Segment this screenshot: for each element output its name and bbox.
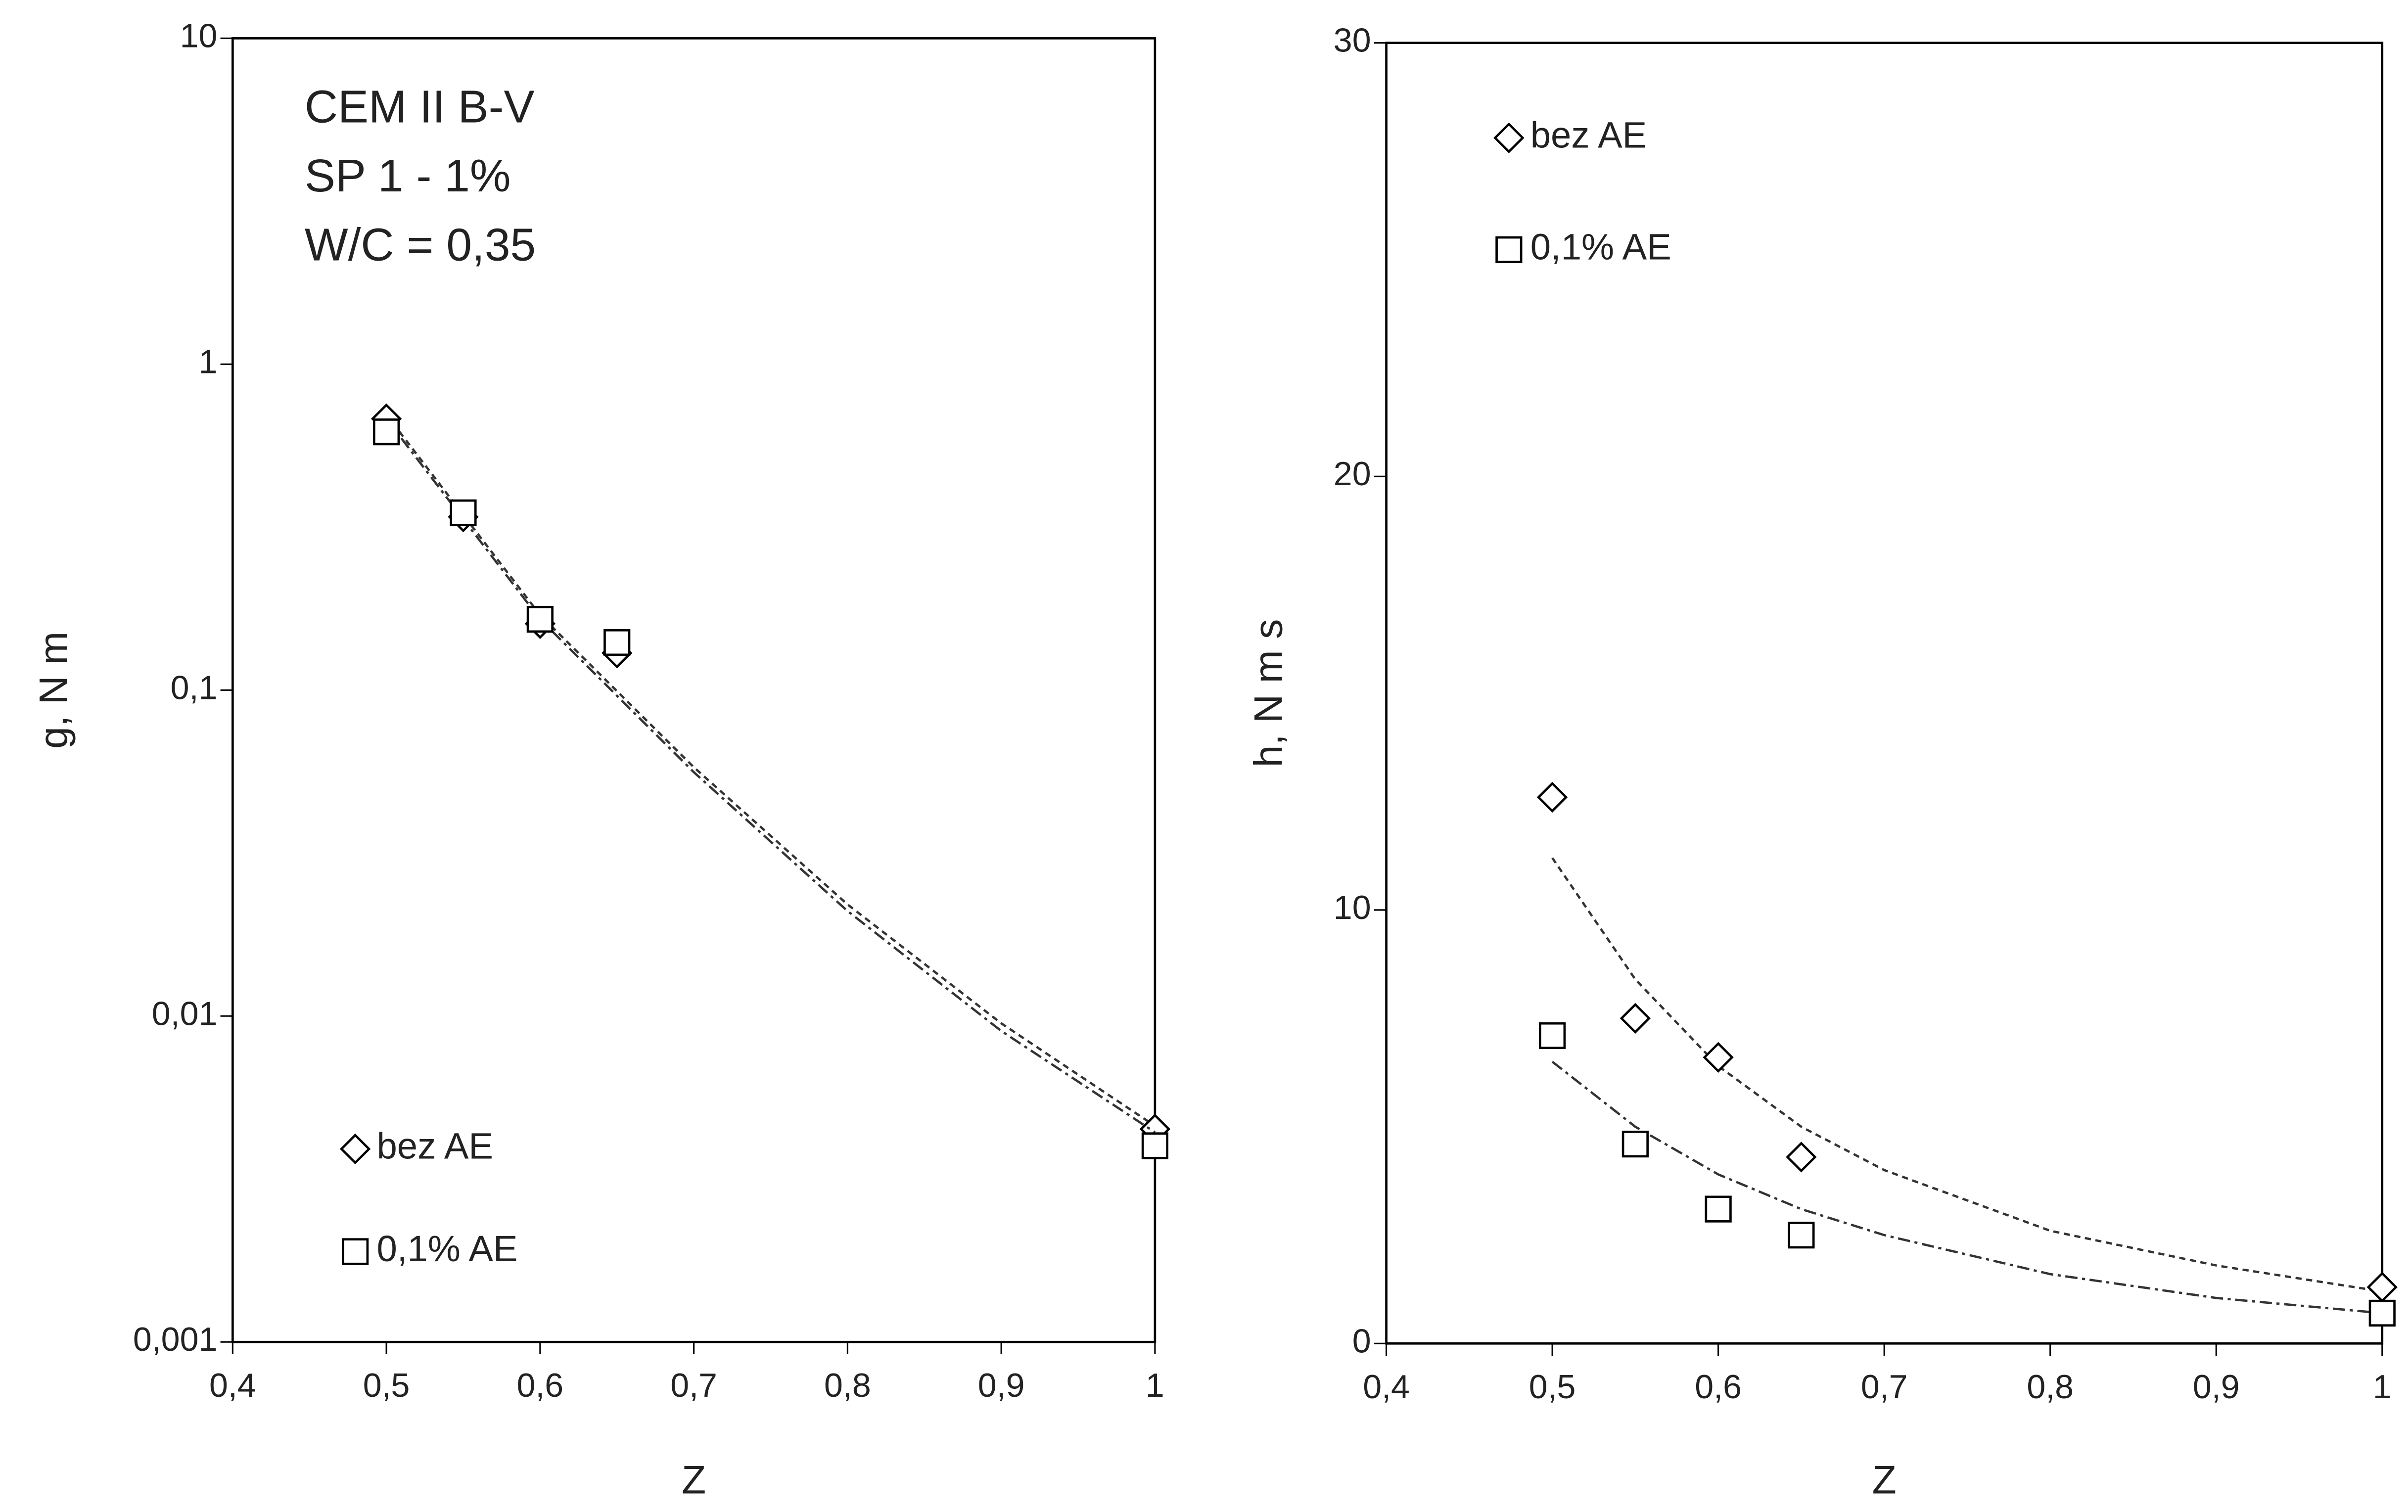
x-tick-label: 0,8 <box>824 1367 871 1404</box>
y-axis-label: g, N m <box>31 632 76 749</box>
x-tick-label: 0,9 <box>978 1367 1025 1404</box>
y-tick-label: 10 <box>1334 889 1371 926</box>
legend-marker <box>342 1238 369 1265</box>
diamond-marker <box>1703 1042 1734 1073</box>
x-tick-label: 0,5 <box>1529 1368 1576 1406</box>
square-marker <box>1705 1195 1732 1223</box>
y-tick-label: 0 <box>1352 1322 1371 1360</box>
square-marker <box>1141 1132 1168 1159</box>
diamond-marker <box>1786 1142 1817 1173</box>
square-marker <box>1788 1222 1815 1249</box>
square-marker <box>526 605 554 633</box>
diamond-marker <box>2366 1272 2398 1303</box>
y-tick-label: 0,01 <box>152 995 218 1032</box>
legend-marker <box>1493 122 1525 153</box>
square-marker <box>372 418 400 446</box>
y-tick-label: 1 <box>198 343 217 380</box>
x-tick-label: 0,7 <box>670 1367 717 1404</box>
y-tick-label: 30 <box>1334 22 1371 59</box>
trend-line <box>385 418 1156 1134</box>
x-tick-label: 0,4 <box>1363 1368 1410 1406</box>
x-tick-label: 0,8 <box>2027 1368 2074 1406</box>
diamond-marker <box>1620 1003 1651 1034</box>
square-marker <box>1539 1022 1566 1050</box>
annotation: W/C = 0,35 <box>305 219 536 270</box>
x-tick-label: 0,9 <box>2193 1368 2240 1406</box>
square-marker <box>2368 1299 2396 1327</box>
square-marker <box>450 499 477 526</box>
x-tick-label: 0,7 <box>1861 1368 1908 1406</box>
annotation: CEM II B-V <box>305 81 535 133</box>
x-tick-label: 1 <box>1146 1367 1164 1404</box>
legend-label: 0,1% AE <box>1530 226 1671 267</box>
annotation: SP 1 - 1% <box>305 150 511 201</box>
x-tick-label: 0,4 <box>209 1367 256 1404</box>
square-marker <box>603 629 631 656</box>
legend-marker <box>1495 236 1523 263</box>
legend-marker <box>339 1133 371 1165</box>
y-tick-label: 20 <box>1334 455 1371 493</box>
x-tick-label: 0,5 <box>363 1367 410 1404</box>
diamond-marker <box>1536 781 1568 813</box>
legend-label: bez AE <box>1530 114 1647 155</box>
trend-line <box>1551 1060 2383 1315</box>
x-tick-label: 1 <box>2373 1368 2392 1406</box>
legend-label: bez AE <box>376 1126 493 1167</box>
y-tick-label: 10 <box>180 17 218 54</box>
x-axis-label: Z <box>1872 1458 1897 1502</box>
square-marker <box>1621 1130 1649 1158</box>
y-tick-label: 0,1 <box>171 669 218 706</box>
trend-line <box>385 414 1156 1127</box>
x-tick-label: 0,6 <box>517 1367 564 1404</box>
y-tick-label: 0,001 <box>133 1321 217 1358</box>
legend-label: 0,1% AE <box>376 1228 517 1269</box>
trend-line <box>1551 857 2383 1293</box>
y-axis-label: h, N m s <box>1247 619 1291 768</box>
x-axis-label: Z <box>682 1458 706 1502</box>
x-tick-label: 0,6 <box>1695 1368 1742 1406</box>
